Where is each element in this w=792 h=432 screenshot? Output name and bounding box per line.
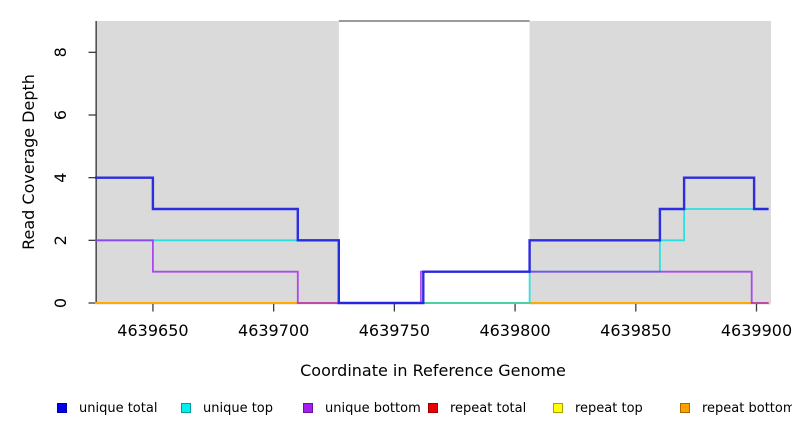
x-tick-label: 4639850 — [600, 321, 671, 340]
x-tick-label: 4639900 — [721, 321, 792, 340]
legend-item-repeat-total: repeat total — [428, 398, 526, 418]
legend-swatch-icon — [57, 403, 67, 413]
x-tick-label: 4639650 — [117, 321, 188, 340]
legend-item-unique-bottom: unique bottom — [303, 398, 421, 418]
legend-swatch-icon — [553, 403, 563, 413]
legend-label: repeat bottom — [702, 400, 792, 416]
legend-item-repeat-top: repeat top — [553, 398, 643, 418]
repeat-region-right — [529, 21, 771, 305]
y-axis-title: Read Coverage Depth — [19, 74, 38, 250]
legend-item-unique-total: unique total — [57, 398, 157, 418]
plot-legend: unique total unique top unique bottom repea… — [0, 398, 792, 420]
x-tick-label: 4639800 — [479, 321, 550, 340]
legend-swatch-icon — [680, 403, 690, 413]
y-tick-label: 0 — [51, 298, 70, 308]
legend-label: unique total — [79, 400, 158, 416]
y-tick-label: 8 — [51, 47, 70, 57]
legend-label: unique top — [203, 400, 274, 416]
legend-item-unique-top: unique top — [181, 398, 273, 418]
legend-swatch-icon — [181, 403, 191, 413]
y-tick-label: 2 — [51, 235, 70, 245]
series-line-unique-total — [95, 176, 769, 305]
legend-label: unique bottom — [325, 400, 421, 416]
legend-label: repeat total — [450, 400, 527, 416]
x-axis-title: Coordinate in Reference Genome — [300, 361, 566, 380]
x-tick-label: 4639700 — [238, 321, 309, 340]
y-tick-label: 6 — [51, 110, 70, 120]
x-tick-label: 4639750 — [359, 321, 430, 340]
legend-swatch-icon — [428, 403, 438, 413]
y-tick-label: 4 — [51, 173, 70, 183]
legend-item-repeat-bottom: repeat bottom — [680, 398, 792, 418]
legend-swatch-icon — [303, 403, 313, 413]
repeat-region-left — [95, 21, 339, 305]
legend-label: repeat top — [575, 400, 643, 416]
